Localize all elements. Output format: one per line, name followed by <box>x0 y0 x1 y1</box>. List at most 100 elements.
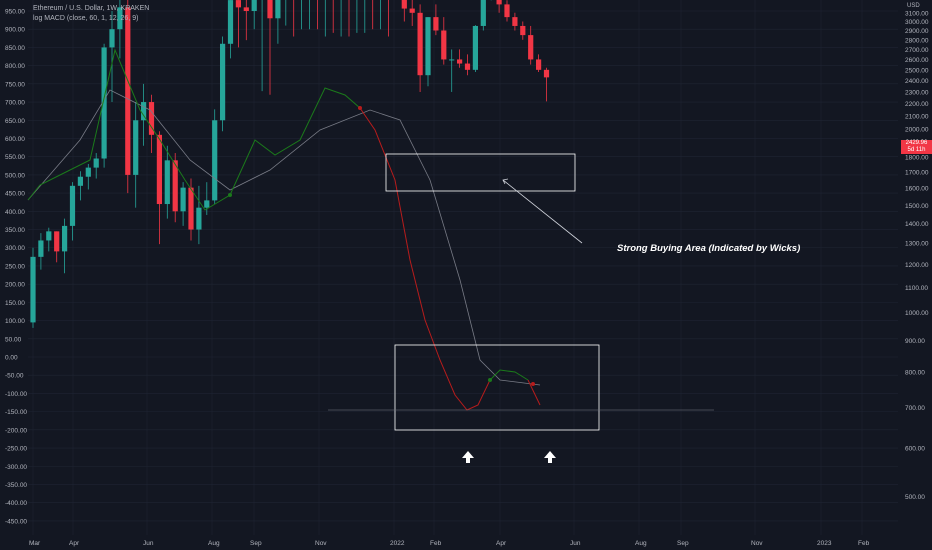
candle-body[interactable] <box>417 12 423 76</box>
right-axis: 3100.00 3000.00 2900.00 2800.00 2700.00 2600.… <box>905 10 929 501</box>
candle-body[interactable] <box>101 47 107 159</box>
candle-body[interactable] <box>220 43 226 121</box>
right-axis-tick-label: 1500.00 <box>905 203 929 210</box>
x-axis-tick-label: Jun <box>143 540 154 547</box>
legend-title: Ethereum / U.S. Dollar, 1W, KRAKEN <box>33 5 150 12</box>
candle-body[interactable] <box>204 200 210 208</box>
annotation-arrow-line[interactable] <box>502 179 583 244</box>
macd-line-up <box>27 48 361 211</box>
candle-body[interactable] <box>196 207 202 230</box>
candle-body[interactable] <box>275 0 281 19</box>
left-axis-tick-label: 800.00 <box>5 63 25 70</box>
candle-body[interactable] <box>251 0 257 12</box>
candle-body[interactable] <box>512 17 518 26</box>
current-price-tag: 2429.96 5d 11h <box>901 140 932 154</box>
left-axis-tick-label: 300.00 <box>5 245 25 252</box>
candle-body[interactable] <box>117 7 123 30</box>
candle-body[interactable] <box>496 0 502 5</box>
right-axis-tick-label: 3000.00 <box>905 19 929 26</box>
grid <box>28 0 898 535</box>
candle-body[interactable] <box>62 225 68 252</box>
candle-body[interactable] <box>441 30 447 60</box>
candle-body[interactable] <box>536 59 542 70</box>
up-arrow-icon[interactable] <box>544 451 556 463</box>
left-axis-tick-label: 400.00 <box>5 209 25 216</box>
right-axis-tick-label: 600.00 <box>905 446 925 453</box>
right-axis-tick-label: 1600.00 <box>905 186 929 193</box>
annotation-arrow-head <box>502 178 509 185</box>
candle-body[interactable] <box>77 176 83 186</box>
buying-area-annotation[interactable]: Strong Buying Area (Indicated by Wicks) <box>617 243 801 254</box>
candle-body[interactable] <box>85 167 91 177</box>
candle-body[interactable] <box>141 102 147 121</box>
candle-body[interactable] <box>543 69 550 78</box>
right-axis-tick-label: 500.00 <box>905 494 925 501</box>
right-axis-tick-label: 700.00 <box>905 405 925 412</box>
left-axis-tick-label: 0.00 <box>5 355 18 362</box>
right-axis-tick-label: 1100.00 <box>905 285 928 292</box>
candles <box>30 0 550 328</box>
candle-body[interactable] <box>504 4 510 18</box>
candle-body[interactable] <box>449 59 455 61</box>
right-axis-tick-label: 2800.00 <box>905 37 929 44</box>
candle-body[interactable] <box>409 8 415 13</box>
candle-body[interactable] <box>172 160 178 212</box>
left-axis-tick-label: 600.00 <box>5 136 25 143</box>
left-axis-tick-label: -200.00 <box>5 427 27 434</box>
right-axis-tick-label: 900.00 <box>905 338 925 345</box>
candle-body[interactable] <box>93 158 99 168</box>
right-axis-tick-label: 2300.00 <box>905 89 929 96</box>
right-axis-tick-label: 1800.00 <box>905 154 929 161</box>
candle-body[interactable] <box>164 160 170 205</box>
buying-area-box-price[interactable] <box>385 153 576 192</box>
candle-body[interactable] <box>30 256 36 323</box>
x-axis-tick-label: Apr <box>69 540 80 547</box>
left-axis-tick-label: 50.00 <box>5 336 22 343</box>
left-axis-tick-label: 700.00 <box>5 100 25 107</box>
left-axis-tick-label: -150.00 <box>5 409 27 416</box>
candle-body[interactable] <box>528 35 534 60</box>
candle-body[interactable] <box>38 240 44 257</box>
candle-body[interactable] <box>156 134 162 205</box>
candle-body[interactable] <box>520 25 526 36</box>
left-axis-tick-label: -300.00 <box>5 464 27 471</box>
buying-area-box-macd[interactable] <box>394 344 600 431</box>
candle-body[interactable] <box>227 0 234 44</box>
candle-body[interactable] <box>401 0 407 9</box>
candle-body[interactable] <box>188 187 194 230</box>
candle-body[interactable] <box>480 0 486 26</box>
right-axis-tick-label: 1000.00 <box>905 310 929 317</box>
candle-body[interactable] <box>472 25 478 70</box>
left-axis-tick-label: 250.00 <box>5 263 25 270</box>
candle-body[interactable] <box>69 185 76 226</box>
candle-body[interactable] <box>54 231 60 252</box>
candle-body[interactable] <box>125 7 131 175</box>
candle-body[interactable] <box>180 187 186 212</box>
left-axis-tick-label: 200.00 <box>5 282 25 289</box>
candle-body[interactable] <box>133 120 139 175</box>
candle-body[interactable] <box>464 63 471 70</box>
candle-body[interactable] <box>457 59 463 64</box>
x-axis-tick-label: 2022 <box>390 540 405 547</box>
candle-body[interactable] <box>243 7 249 12</box>
x-axis-tick-label: Aug <box>208 540 220 547</box>
macd-cross-marker <box>531 382 535 386</box>
macd-line-up <box>489 369 529 381</box>
candle-body[interactable] <box>212 120 218 201</box>
left-axis-tick-label: -450.00 <box>5 518 27 525</box>
candle-body[interactable] <box>433 17 439 31</box>
x-axis-tick-label: Sep <box>677 540 689 547</box>
candle-body[interactable] <box>46 231 52 241</box>
right-axis-tick-label: 2200.00 <box>905 101 929 108</box>
left-axis-tick-label: -250.00 <box>5 446 27 453</box>
candle-body[interactable] <box>148 102 155 135</box>
right-axis-tick-label: 1300.00 <box>905 241 929 248</box>
signal-line <box>27 89 541 386</box>
candle-body[interactable] <box>267 0 273 19</box>
candle-body[interactable] <box>235 0 241 8</box>
candle-body[interactable] <box>109 29 115 48</box>
up-arrow-icon[interactable] <box>462 451 474 463</box>
right-axis-tick-label: 2900.00 <box>905 28 929 35</box>
candle-body[interactable] <box>425 17 431 76</box>
